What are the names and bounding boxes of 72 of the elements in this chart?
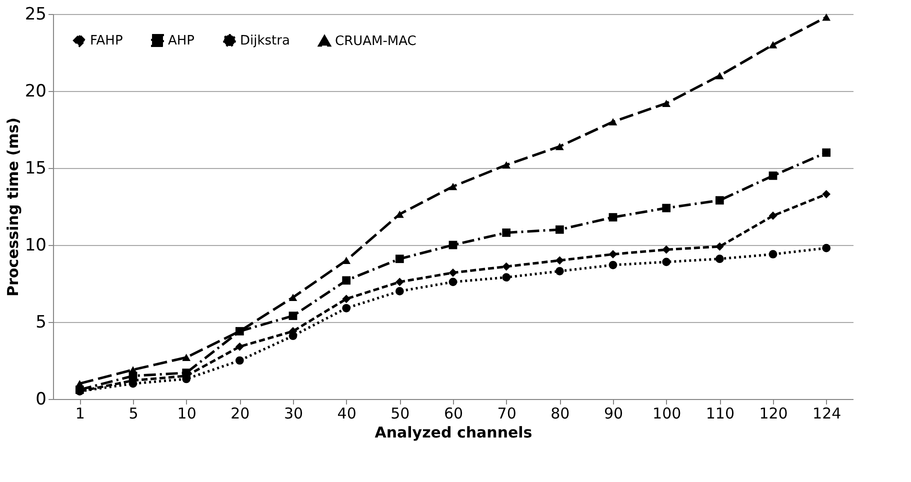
point — [822, 190, 831, 198]
point — [342, 304, 351, 312]
point — [342, 276, 351, 285]
point — [768, 172, 778, 180]
point — [235, 342, 244, 351]
point — [822, 13, 831, 21]
point — [395, 254, 404, 264]
point — [608, 213, 618, 222]
x-tick-label: 60 — [444, 404, 464, 422]
x-tick-label: 90 — [604, 404, 624, 422]
point — [128, 366, 138, 374]
legend-label: AHP — [168, 34, 195, 49]
point — [235, 356, 244, 365]
point — [555, 267, 564, 276]
point — [502, 161, 511, 169]
x-tick-label: 1 — [75, 404, 85, 422]
legend-label: CRUAM-MAC — [335, 34, 416, 49]
x-tick-label: 70 — [497, 404, 516, 422]
x-tick-label: 40 — [337, 404, 356, 422]
point — [288, 332, 298, 340]
point — [448, 268, 458, 277]
y-tick-label: 15 — [24, 158, 46, 178]
y-tick-label: 0 — [36, 390, 46, 410]
point — [75, 380, 84, 388]
point — [448, 278, 458, 286]
point — [555, 256, 564, 265]
point — [608, 250, 618, 258]
point — [768, 41, 778, 48]
y-tick-label: 10 — [24, 236, 46, 256]
point — [288, 312, 298, 320]
point — [182, 354, 191, 362]
point — [662, 100, 671, 107]
point — [768, 250, 778, 258]
x-tick-label: 5 — [128, 404, 138, 422]
point — [555, 142, 564, 150]
x-tick-label: 120 — [759, 404, 788, 422]
point — [608, 118, 618, 126]
x-tick-label: 20 — [230, 404, 250, 422]
point — [448, 240, 458, 250]
x-tick-label: 110 — [706, 404, 734, 422]
point — [608, 260, 618, 270]
x-tick-label: 80 — [550, 404, 570, 422]
x-axis-title: Analyzed channels — [374, 424, 532, 442]
point — [662, 204, 671, 212]
point — [715, 72, 724, 80]
legend-label: FAHP — [90, 34, 123, 49]
point — [342, 256, 351, 264]
y-tick-label: 20 — [24, 82, 46, 102]
point — [662, 258, 671, 266]
y-axis-title: Processing time (ms) — [4, 117, 22, 297]
point — [288, 294, 298, 301]
x-tick-label: 100 — [652, 404, 682, 422]
y-tick-label: 5 — [36, 312, 46, 332]
point — [768, 212, 778, 220]
x-tick-label: 30 — [284, 404, 304, 422]
point — [502, 228, 511, 237]
point — [715, 196, 724, 205]
point — [822, 244, 831, 252]
point — [502, 273, 511, 282]
x-tick-label: 124 — [812, 404, 842, 422]
point — [715, 254, 724, 264]
x-tick-label: 50 — [390, 404, 410, 422]
point — [555, 225, 564, 234]
point — [822, 148, 831, 157]
point — [448, 182, 458, 190]
legend-label: Dijkstra — [240, 34, 290, 49]
y-tick-label: 25 — [24, 4, 46, 24]
x-tick-label: 10 — [177, 404, 196, 422]
point — [502, 262, 511, 271]
point — [395, 278, 404, 286]
point — [342, 294, 351, 304]
point — [395, 287, 404, 296]
